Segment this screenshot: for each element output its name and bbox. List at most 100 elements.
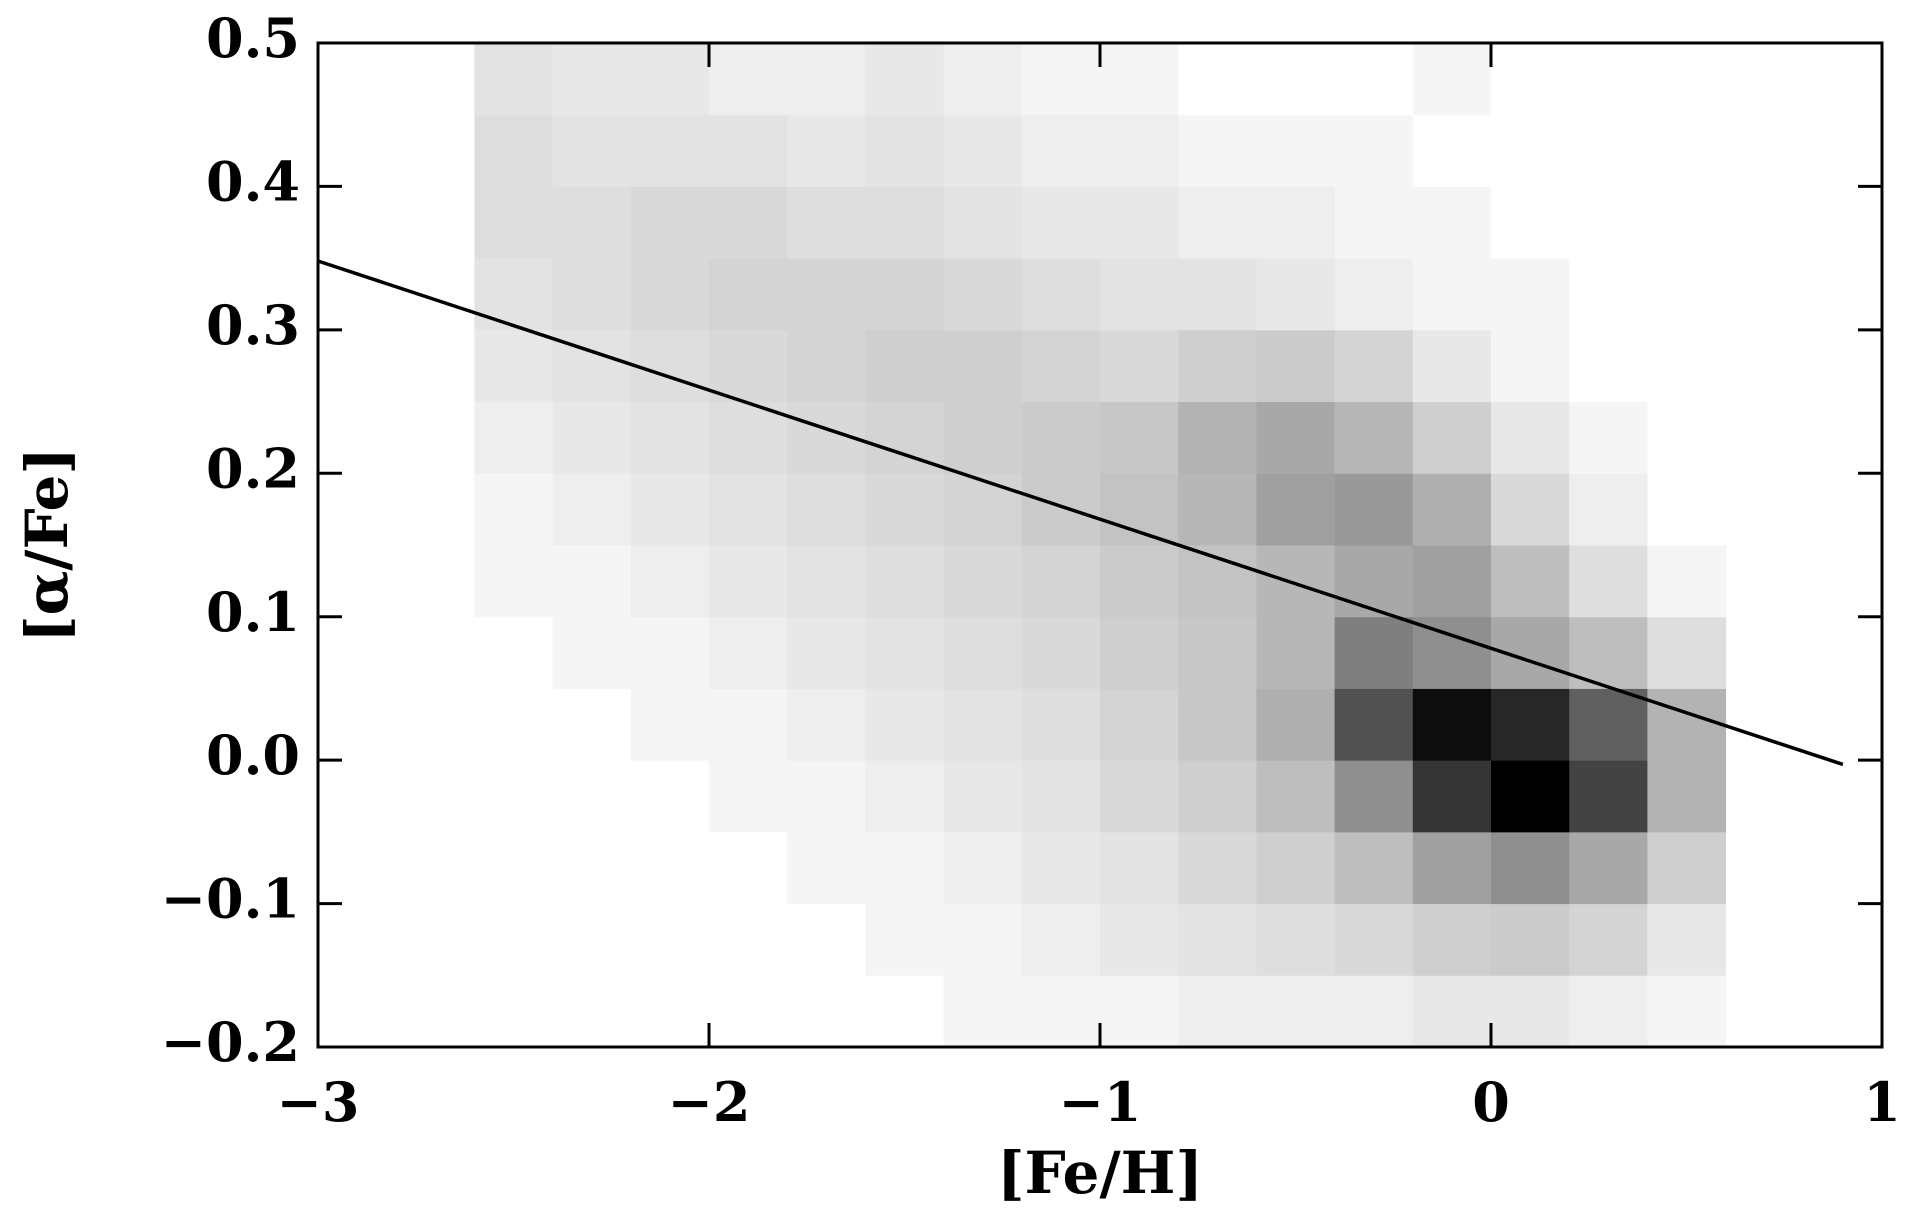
hist-cell: [1412, 688, 1492, 761]
hist-cell: [1100, 760, 1179, 833]
hist-cell: [552, 186, 632, 259]
hist-cell: [1647, 975, 1727, 1048]
hist-cell: [1647, 43, 1727, 116]
hist-cell: [1569, 903, 1648, 976]
hist-cell: [1647, 329, 1727, 403]
x-tick-label: −1: [1059, 1070, 1142, 1134]
hist-cell: [1021, 258, 1101, 331]
hist-cell: [865, 43, 945, 116]
hist-cell: [1412, 258, 1492, 331]
hist-cell: [1412, 903, 1492, 976]
hist-cell: [787, 186, 866, 259]
hist-cell: [709, 760, 788, 833]
hist-cell: [1021, 760, 1101, 833]
hist-cell: [1491, 688, 1570, 761]
hist-cell: [630, 329, 710, 403]
y-tick-label: −0.2: [161, 1010, 300, 1074]
hist-cell: [709, 258, 788, 331]
hist-cell: [1647, 903, 1727, 976]
hist-cell: [474, 401, 554, 474]
hist-cell: [709, 329, 788, 403]
y-tick-label: 0.2: [206, 436, 300, 500]
hist-cell: [1021, 43, 1101, 116]
hist-cell: [865, 903, 945, 976]
hist-cell: [787, 975, 866, 1048]
heatmap: [474, 43, 1727, 1048]
hist-cell: [1569, 114, 1648, 187]
hist-cell: [1569, 545, 1648, 618]
hist-cell: [1100, 616, 1179, 689]
hist-cell: [865, 329, 945, 403]
hist-cell: [865, 186, 945, 259]
hist-cell: [709, 975, 788, 1048]
hist-cell: [1100, 473, 1179, 546]
hist-cell: [787, 545, 866, 618]
hist-cell: [1256, 545, 1336, 618]
hist-cell: [1569, 401, 1648, 474]
hist-cell: [1100, 688, 1179, 761]
hist-cell: [1256, 258, 1336, 331]
hist-cell: [787, 616, 866, 689]
hist-cell: [943, 43, 1023, 116]
hist-cell: [1334, 831, 1414, 905]
hist-cell: [1256, 114, 1336, 187]
hist-cell: [552, 401, 632, 474]
hist-cell: [552, 616, 632, 689]
hist-cell: [865, 975, 945, 1048]
hist-cell: [1334, 616, 1414, 689]
hist-cell: [1178, 616, 1257, 689]
hist-cell: [787, 473, 866, 546]
hist-cell: [474, 329, 554, 403]
hist-cell: [1334, 186, 1414, 259]
y-tick-label: 0.5: [206, 6, 300, 70]
hist-cell: [1569, 473, 1648, 546]
hist-cell: [943, 186, 1023, 259]
hist-cell: [1569, 43, 1648, 116]
hist-cell: [1100, 258, 1179, 331]
hist-cell: [1021, 975, 1101, 1048]
hist-cell: [1100, 975, 1179, 1048]
hist-cell: [709, 114, 788, 187]
hist-cell: [865, 688, 945, 761]
hist-cell: [709, 545, 788, 618]
hist-cell: [943, 545, 1023, 618]
hist-cell: [552, 258, 632, 331]
hist-cell: [1021, 401, 1101, 474]
hist-cell: [474, 43, 554, 116]
hist-cell: [1021, 688, 1101, 761]
hist-cell: [552, 545, 632, 618]
hist-cell: [1647, 688, 1727, 761]
y-axis-title: [α/Fe]: [13, 447, 81, 643]
hist-cell: [943, 903, 1023, 976]
hist-cell: [709, 831, 788, 905]
hist-cell: [474, 760, 554, 833]
hist-cell: [865, 545, 945, 618]
hist-cell: [1569, 760, 1648, 833]
hist-cell: [1647, 401, 1727, 474]
hist-cell: [474, 545, 554, 618]
hist-cell: [1647, 114, 1727, 187]
hist-cell: [787, 258, 866, 331]
hist-cell: [630, 903, 710, 976]
hist-cell: [1178, 975, 1257, 1048]
hist-cell: [865, 258, 945, 331]
hist-cell: [474, 616, 554, 689]
hist-cell: [1256, 903, 1336, 976]
hist-cell: [1021, 186, 1101, 259]
hist-cell: [552, 114, 632, 187]
x-tick-label: −3: [277, 1070, 360, 1134]
hist-cell: [943, 401, 1023, 474]
hist-cell: [474, 903, 554, 976]
hist-cell: [1334, 43, 1414, 116]
hist-cell: [1491, 545, 1570, 618]
hist-cell: [1256, 329, 1336, 403]
hist-cell: [709, 473, 788, 546]
hist-cell: [1334, 258, 1414, 331]
hist-cell: [787, 760, 866, 833]
hist-cell: [1334, 688, 1414, 761]
hist-cell: [1178, 258, 1257, 331]
hist-cell: [1647, 186, 1727, 259]
hist-cell: [1412, 186, 1492, 259]
hist-cell: [1412, 616, 1492, 689]
hist-cell: [474, 975, 554, 1048]
